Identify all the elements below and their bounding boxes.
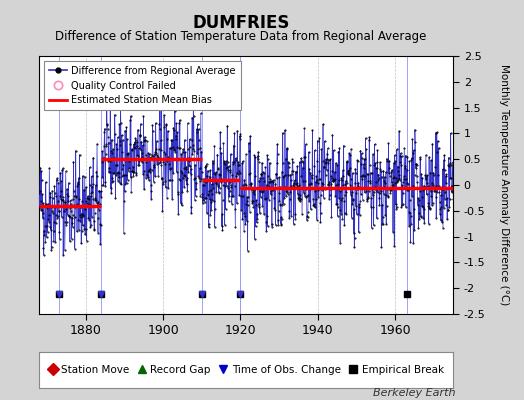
Text: Berkeley Earth: Berkeley Earth (374, 388, 456, 398)
Text: Difference of Station Temperature Data from Regional Average: Difference of Station Temperature Data f… (56, 30, 427, 43)
Legend: Station Move, Record Gap, Time of Obs. Change, Empirical Break: Station Move, Record Gap, Time of Obs. C… (45, 361, 448, 379)
Text: DUMFRIES: DUMFRIES (192, 14, 290, 32)
Legend: Difference from Regional Average, Quality Control Failed, Estimated Station Mean: Difference from Regional Average, Qualit… (44, 61, 241, 110)
Y-axis label: Monthly Temperature Anomaly Difference (°C): Monthly Temperature Anomaly Difference (… (499, 64, 509, 306)
